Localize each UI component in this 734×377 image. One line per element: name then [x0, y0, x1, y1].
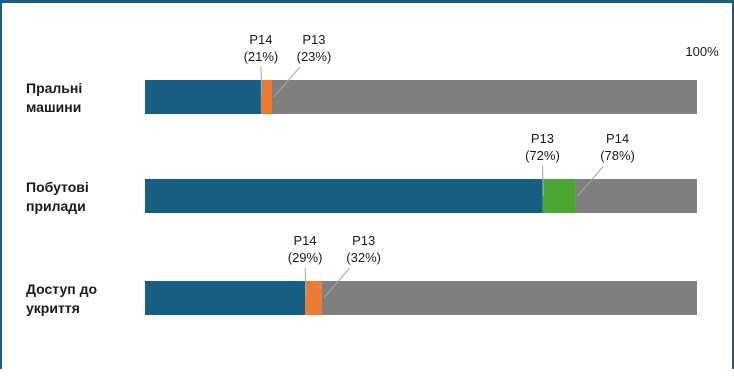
cat-1-ann-left-round: Р14 — [249, 32, 272, 47]
cat-2-bar-base — [145, 179, 543, 213]
chart-frame: 100% Пральні машини Р14 (21%) Р13 (23%) Побуто… — [0, 0, 734, 369]
cat-1-ann-left-leader — [260, 66, 263, 98]
scale-100-label: 100% — [685, 44, 719, 59]
cat-1-label-line: машини — [26, 99, 81, 115]
cat-1-label-line: Пральні — [26, 80, 82, 96]
cat-2-ann-right-round: Р14 — [606, 131, 629, 146]
cat-3-ann-left-value: (29%) — [288, 250, 323, 265]
cat-3-bar-change — [305, 281, 322, 315]
comparison-bar-chart: 100% Пральні машини Р14 (21%) Р13 (23%) Побуто… — [26, 32, 719, 316]
cat-3-ann-left-round: Р14 — [294, 233, 317, 248]
cat-1-ann-right-value: (23%) — [297, 49, 332, 64]
cat-3-label-line: укриття — [26, 300, 80, 316]
cat-2-ann-left-leader — [541, 165, 544, 197]
cat-3-bar-rest — [321, 281, 697, 315]
cat-2-bar-rest — [575, 179, 697, 213]
cat-2-ann-left-value: (72%) — [525, 148, 560, 163]
cat-2-ann-right-value: (78%) — [600, 148, 635, 163]
cat-3-bar-base — [145, 281, 306, 315]
cat-2-ann-right-leader — [577, 165, 604, 197]
cat-1-ann-left-value: (21%) — [244, 49, 279, 64]
cat-2-bar-change — [542, 179, 576, 213]
cat-2-ann-left-round: Р13 — [531, 131, 554, 146]
cat-2-label-line: Побутові — [26, 179, 89, 195]
cat-1-bar-rest — [271, 80, 697, 114]
cat-1-bar-base — [145, 80, 261, 114]
cat-3-ann-right-round: Р13 — [352, 233, 375, 248]
cat-3-label-line: Доступ до — [26, 281, 97, 297]
cat-3-ann-left-leader — [304, 267, 307, 299]
cat-1-ann-right-leader — [273, 66, 301, 98]
cat-1-bar-change — [260, 80, 272, 114]
cat-3-ann-right-value: (32%) — [346, 250, 381, 265]
cat-2-label-line: прилади — [26, 198, 86, 214]
cat-1-ann-right-round: Р13 — [302, 32, 325, 47]
cat-3-ann-right-leader — [323, 267, 351, 299]
